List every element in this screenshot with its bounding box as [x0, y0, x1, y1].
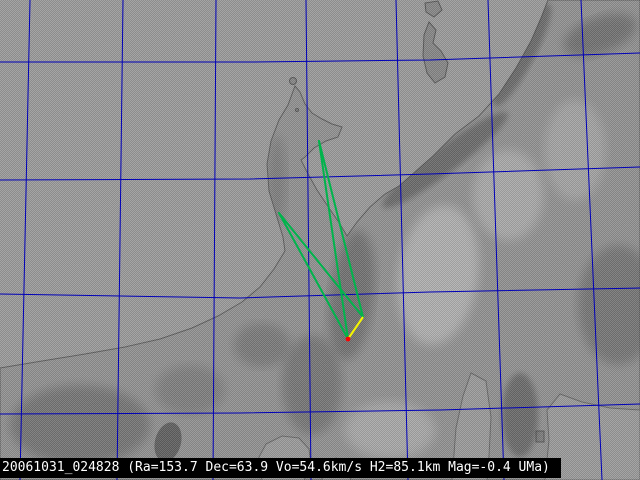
meteor-path [347, 316, 364, 340]
grid-parallel [0, 403, 640, 415]
grid-meridian [580, 0, 603, 480]
sight-line [318, 140, 349, 340]
grid-meridian [487, 0, 505, 480]
sight-line [318, 140, 364, 318]
sight-line [278, 212, 364, 318]
grid-parallel [0, 166, 640, 181]
sight-line [278, 212, 349, 340]
station-sight-lines [278, 140, 364, 340]
meteor-end-marker [345, 336, 351, 342]
grid-meridian [212, 0, 217, 480]
grid-meridian [395, 0, 409, 480]
grid-meridian [19, 0, 31, 480]
meteor-trajectory [345, 316, 364, 342]
grid-meridian [116, 0, 124, 480]
grid-meridian [305, 0, 312, 480]
grid-parallel [0, 287, 640, 299]
status-text: 20061031_024828 (Ra=153.7 Dec=63.9 Vo=54… [2, 460, 550, 475]
status-bar: 20061031_024828 (Ra=153.7 Dec=63.9 Vo=54… [0, 458, 561, 478]
grid-parallel [0, 52, 640, 63]
